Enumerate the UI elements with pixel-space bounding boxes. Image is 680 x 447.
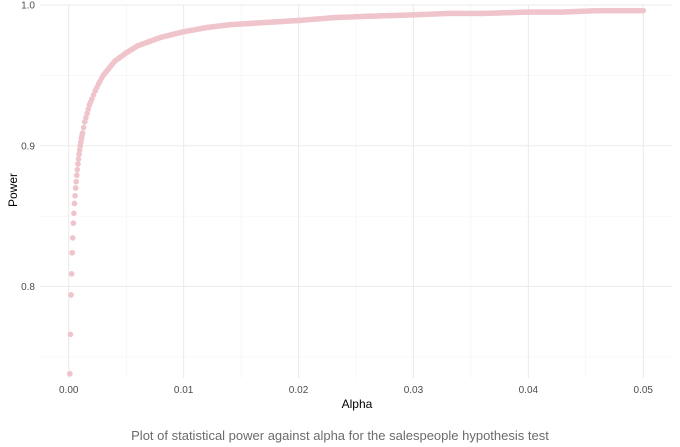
data-point [73,172,80,179]
figure-caption: Plot of statistical power against alpha … [131,428,549,443]
data-point [85,106,92,112]
x-tick-label: 0.01 [174,385,194,396]
x-tick-label: 0.04 [519,385,539,396]
data-point [76,147,83,153]
data-point [90,92,97,98]
y-tick-label: 1.0 [21,1,35,12]
data-point [69,235,76,241]
x-tick-labels: 0.00 0.01 0.02 0.03 0.04 0.05 [59,385,653,396]
data-point [75,161,81,167]
y-tick-label: 0.9 [21,141,35,152]
y-tick-labels: 0.8 0.9 1.0 [21,1,35,294]
y-tick-label: 0.8 [21,282,35,293]
x-tick-label: 0.03 [404,385,424,396]
data-point [67,331,74,338]
x-axis-title: Alpha [342,397,373,411]
data-point [72,192,78,199]
data-point [71,200,78,207]
minor-gridlines [40,5,672,378]
data-point [75,156,82,162]
data-point [68,271,75,277]
data-point [67,370,73,377]
data-point [83,114,89,121]
data-point [88,96,95,103]
data-points [67,7,647,377]
x-tick-label: 0.05 [634,385,654,396]
data-point [80,124,87,131]
major-gridlines [40,4,672,378]
data-point [638,7,645,14]
data-point [71,210,77,217]
data-point [84,110,90,117]
x-tick-label: 0.00 [59,385,79,396]
data-point [69,249,75,256]
y-axis-title: Power [6,173,20,207]
data-point [73,178,79,185]
data-point [72,185,79,191]
data-point [76,151,82,157]
x-tick-label: 0.02 [289,385,309,396]
data-point [68,292,74,298]
data-point [79,130,86,136]
data-point [74,166,81,173]
data-point [82,119,88,125]
data-point [70,220,77,226]
